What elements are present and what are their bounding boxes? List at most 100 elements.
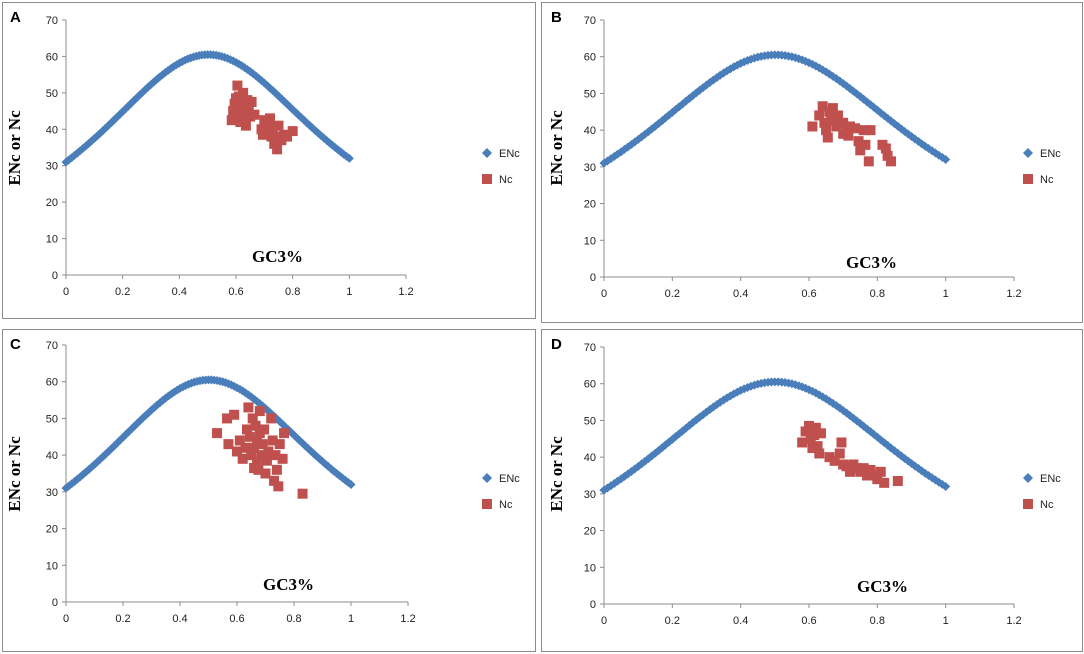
- panel-frame: [541, 329, 1083, 652]
- enc-point: [344, 153, 354, 163]
- nc-point: [243, 402, 254, 413]
- enc-point: [346, 480, 356, 490]
- nc-point: [836, 437, 847, 448]
- nc-point: [243, 102, 254, 113]
- nc-point: [241, 424, 252, 435]
- x-tick-label: 1: [348, 613, 354, 625]
- nc-series: [212, 402, 308, 499]
- nc-series: [226, 80, 298, 155]
- y-tick-label: 70: [584, 15, 596, 27]
- x-tick-label: 1: [943, 288, 949, 300]
- nc-point: [817, 101, 828, 112]
- x-tick-label: 1.2: [1006, 288, 1021, 300]
- nc-point: [267, 122, 278, 133]
- nc-point: [860, 139, 871, 150]
- panel-frame: [541, 2, 1083, 323]
- nc-point: [879, 477, 890, 488]
- nc-point: [800, 426, 811, 437]
- nc-point: [827, 103, 838, 114]
- y-tick-label: 60: [584, 379, 596, 391]
- x-tick-label: 0.4: [172, 613, 187, 625]
- nc-point: [880, 143, 891, 154]
- nc-point: [853, 136, 864, 147]
- panel-b: 0 10 20 30 40 50 60 70 0 0.2 0.4 0.6 0.8 1 1.2 B ENc or …: [541, 2, 1083, 323]
- y-tick-label: 0: [52, 597, 58, 609]
- nc-point: [845, 466, 855, 477]
- nc-point: [257, 439, 268, 450]
- nc-point: [807, 442, 818, 453]
- nc-point: [272, 144, 283, 155]
- nc-point: [850, 123, 861, 134]
- nc-point: [249, 462, 260, 473]
- enc-series: [599, 377, 951, 495]
- y-tick-label: 0: [590, 599, 596, 611]
- x-tick-label: 0.2: [665, 615, 680, 627]
- y-tick-label: 50: [46, 413, 58, 425]
- nc-point: [240, 120, 251, 131]
- nc-point: [815, 428, 826, 439]
- x-tick-label: 1: [943, 615, 949, 627]
- enc-point: [121, 430, 131, 440]
- x-tick-label: 0: [601, 288, 607, 300]
- nc-point: [229, 409, 240, 420]
- nc-point: [270, 131, 281, 142]
- panel-a: 0 10 20 30 40 50 60 70 0 0.2 0.4 0.6 0.8 1 1.2 A ENc or …: [2, 2, 536, 319]
- nc-point: [822, 132, 833, 143]
- nc-point: [843, 130, 854, 141]
- x-tick-label: 0.4: [733, 615, 748, 627]
- nc-point: [232, 446, 242, 457]
- nc-point: [254, 406, 265, 417]
- nc-point: [810, 422, 821, 433]
- y-tick-label: 40: [46, 124, 58, 136]
- nc-point: [250, 420, 261, 431]
- x-tick-label: 0.2: [115, 286, 130, 298]
- x-tick-label: 0.6: [801, 288, 816, 300]
- legend-enc-label: ENc: [499, 473, 520, 485]
- nc-point: [233, 104, 244, 115]
- nc-point: [265, 113, 275, 124]
- nc-point: [231, 109, 241, 120]
- y-axis-title: ENc or Nc: [5, 110, 24, 186]
- nc-point: [858, 125, 869, 136]
- x-tick-label: 0: [63, 613, 69, 625]
- legend-enc-marker: [482, 473, 492, 483]
- nc-point: [229, 98, 240, 109]
- nc-point: [872, 474, 883, 485]
- nc-point: [892, 476, 903, 487]
- enc-series: [61, 50, 354, 167]
- panel-frame: [2, 329, 536, 652]
- x-tick-label: 1: [346, 286, 352, 298]
- nc-point: [812, 441, 823, 452]
- nc-point: [882, 150, 893, 161]
- legend-enc-label: ENc: [499, 148, 520, 160]
- nc-point: [249, 109, 260, 120]
- legend: ENc Nc: [1023, 473, 1061, 511]
- nc-point: [807, 121, 818, 132]
- nc-point: [267, 435, 278, 446]
- nc-point: [235, 117, 246, 127]
- y-tick-label: 10: [46, 560, 58, 572]
- nc-point: [234, 435, 245, 446]
- y-tick-label: 20: [584, 199, 596, 211]
- x-tick-label: 0.4: [733, 288, 748, 300]
- nc-point: [821, 125, 832, 136]
- y-tick-label: 20: [584, 526, 596, 538]
- y-tick-label: 50: [584, 88, 596, 100]
- y-tick-label: 60: [584, 52, 596, 64]
- y-tick-label: 50: [584, 415, 596, 427]
- nc-point: [819, 117, 830, 128]
- legend-nc-marker: [1023, 174, 1033, 184]
- nc-point: [261, 455, 272, 466]
- nc-point: [797, 437, 808, 448]
- legend-enc-marker: [1023, 148, 1033, 158]
- y-tick-label: 70: [584, 342, 596, 354]
- nc-point: [804, 420, 814, 431]
- nc-point: [875, 466, 886, 477]
- y-tick-label: 40: [584, 125, 596, 137]
- legend-enc-label: ENc: [1040, 148, 1061, 160]
- nc-point: [862, 470, 873, 481]
- nc-point: [845, 121, 855, 132]
- enc-point: [941, 155, 951, 165]
- y-tick-label: 10: [584, 235, 596, 247]
